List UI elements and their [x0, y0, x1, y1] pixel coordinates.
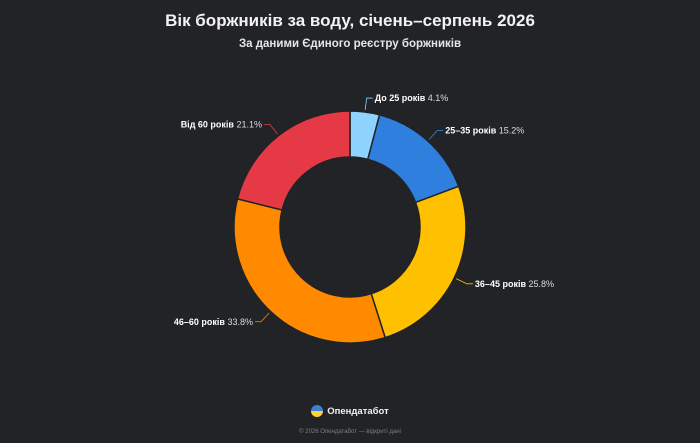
brand-logo[interactable]: Опендатабот — [0, 405, 700, 417]
slice-36-45-років[interactable] — [370, 185, 467, 339]
leader-line-до-25-років — [364, 97, 373, 111]
chart-title: Вік боржників за воду, січень–серпень 20… — [165, 11, 535, 30]
label-value: 21.1% — [234, 120, 262, 130]
label-value: 15.2% — [496, 126, 524, 136]
ukraine-flag-icon — [311, 405, 324, 417]
slice-від-60-років[interactable] — [236, 110, 351, 211]
label-category: 25–35 років — [445, 126, 497, 136]
label-category: До 25 років — [375, 93, 426, 103]
slice-46-60-років[interactable] — [233, 197, 387, 344]
data-label-25-35-років: 25–35 років 15.2% — [445, 126, 524, 136]
label-value: 33.8% — [225, 317, 253, 327]
data-label-від-60-років: Від 60 років 21.1% — [181, 120, 262, 130]
chart-subtitle: За даними Єдиного реєстру боржників — [238, 38, 462, 50]
label-category: Від 60 років — [181, 120, 235, 130]
leader-line-від-60-років — [263, 124, 278, 135]
leader-line-46-60-років — [255, 312, 270, 323]
leader-line-36-45-років — [455, 278, 473, 285]
label-category: 46–60 років — [174, 317, 226, 327]
leader-line-25-35-років — [428, 130, 444, 140]
label-category: 36–45 років — [475, 279, 527, 289]
label-value: 25.8% — [526, 279, 554, 289]
brand-name: Опендатабот — [327, 405, 389, 417]
label-value: 4.1% — [425, 93, 448, 103]
data-label-до-25-років: До 25 років 4.1% — [375, 93, 449, 103]
data-label-36-45-років: 36–45 років 25.8% — [475, 279, 554, 289]
data-label-46-60-років: 46–60 років 33.8% — [174, 317, 253, 327]
footer-copyright: © 2026 Опендатабот — відкриті дані — [299, 429, 401, 435]
